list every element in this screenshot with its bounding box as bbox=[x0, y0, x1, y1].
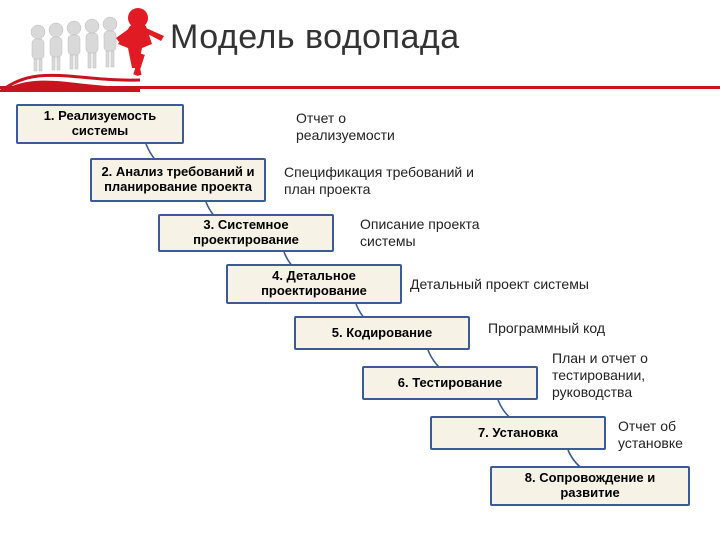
page-title: Модель водопада bbox=[170, 18, 460, 57]
stage-output-3: Описание проекта системы bbox=[360, 216, 520, 250]
stage-output-1: Отчет о реализуемости bbox=[296, 110, 426, 144]
stage-box-8: 8. Сопровождение и развитие bbox=[490, 466, 690, 506]
title-underline bbox=[0, 86, 720, 89]
stage-output-7: Отчет об установке bbox=[618, 418, 718, 452]
stage-box-5: 5. Кодирование bbox=[294, 316, 470, 350]
stage-box-4: 4. Детальное проектирование bbox=[226, 264, 402, 304]
figures-decoration bbox=[20, 4, 180, 84]
stage-output-2: Спецификация требований и план проекта bbox=[284, 164, 494, 198]
slide-header: Модель водопада bbox=[0, 0, 720, 86]
stage-box-6: 6. Тестирование bbox=[362, 366, 538, 400]
stage-output-4: Детальный проект системы bbox=[410, 276, 620, 293]
stage-box-7: 7. Установка bbox=[430, 416, 606, 450]
stage-box-2: 2. Анализ требований и планирование прое… bbox=[90, 158, 266, 202]
stage-output-5: Программный код bbox=[488, 320, 668, 337]
stage-output-6: План и отчет о тестировании, руководства bbox=[552, 350, 712, 400]
stage-box-3: 3. Системное проектирование bbox=[158, 214, 334, 252]
stage-box-1: 1. Реализуемость системы bbox=[16, 104, 184, 144]
